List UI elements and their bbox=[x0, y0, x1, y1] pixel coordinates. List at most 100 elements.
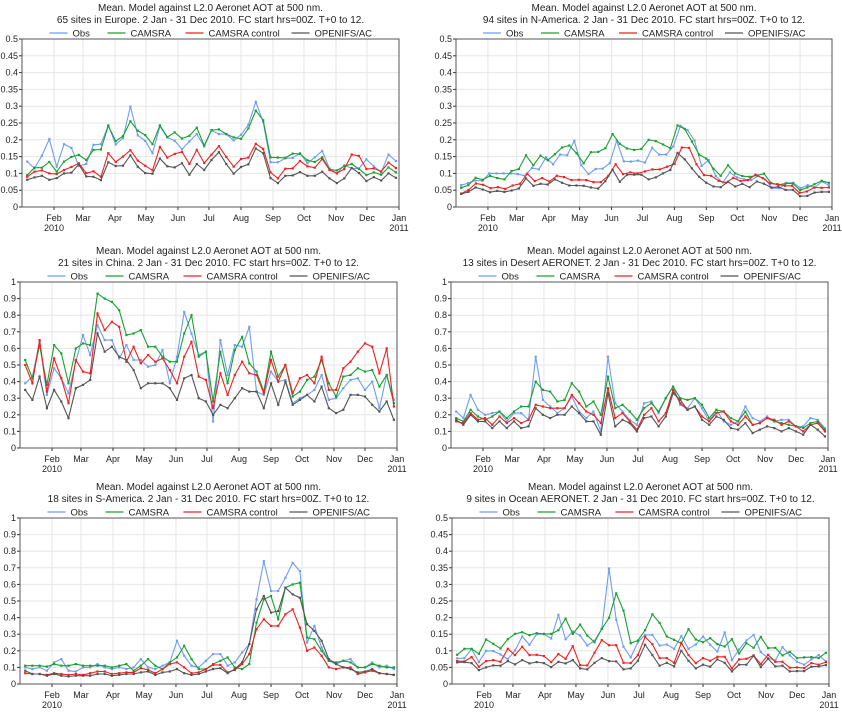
data-point bbox=[107, 161, 110, 164]
data-point bbox=[694, 667, 697, 670]
data-point bbox=[212, 668, 215, 671]
chart-panel-5: Mean. Model against L2.0 Aeronet AOT at … bbox=[3, 482, 406, 710]
data-point bbox=[96, 670, 99, 673]
data-point bbox=[521, 631, 524, 634]
series-camsra-control bbox=[24, 311, 395, 410]
y-tick-label: 0.5 bbox=[5, 34, 18, 44]
data-point bbox=[665, 635, 668, 638]
data-point bbox=[173, 166, 176, 169]
y-tick-label: 0.3 bbox=[434, 393, 447, 403]
data-point bbox=[787, 427, 790, 430]
x-tick-label: Aug bbox=[231, 690, 247, 700]
data-point bbox=[754, 173, 757, 176]
data-point bbox=[144, 172, 147, 175]
data-point bbox=[611, 133, 614, 136]
x-tick-label: Sep bbox=[698, 213, 714, 223]
data-point bbox=[541, 177, 544, 180]
data-point bbox=[799, 187, 802, 190]
data-point bbox=[276, 156, 279, 159]
x-tick-label: Dec bbox=[789, 690, 806, 700]
data-point bbox=[561, 146, 564, 149]
data-point bbox=[467, 188, 470, 191]
data-point bbox=[509, 172, 512, 175]
data-point bbox=[31, 668, 34, 671]
series-line bbox=[456, 591, 827, 659]
data-point bbox=[693, 405, 696, 408]
data-point bbox=[810, 665, 813, 668]
y-tick-label: 0.45 bbox=[0, 51, 18, 61]
data-point bbox=[103, 350, 106, 353]
legend-item-camsra-control: CAMSRA control bbox=[185, 29, 280, 40]
data-point bbox=[96, 292, 99, 295]
y-tick-label: 0.5 bbox=[3, 596, 16, 606]
data-point bbox=[455, 420, 458, 423]
data-point bbox=[55, 170, 58, 173]
data-point bbox=[168, 670, 171, 673]
data-point bbox=[144, 164, 147, 167]
data-point bbox=[53, 672, 56, 676]
data-point bbox=[40, 166, 43, 169]
data-point bbox=[313, 174, 316, 177]
legend-item-obs: Obs bbox=[47, 508, 88, 519]
data-point bbox=[530, 166, 533, 170]
data-point bbox=[118, 325, 121, 328]
data-point bbox=[313, 400, 316, 403]
data-point bbox=[121, 164, 125, 167]
data-point bbox=[284, 613, 287, 616]
data-point bbox=[722, 418, 725, 421]
data-point bbox=[67, 417, 70, 420]
data-point bbox=[484, 418, 487, 421]
data-point bbox=[676, 151, 679, 154]
data-point bbox=[103, 670, 106, 673]
x-tick-label: Sep bbox=[263, 454, 279, 464]
x-tick-label: Nov bbox=[757, 454, 774, 464]
data-point bbox=[96, 312, 99, 315]
data-point bbox=[161, 355, 164, 358]
legend-label: OPENIFS/AC bbox=[748, 29, 806, 40]
data-point bbox=[225, 133, 228, 136]
data-point bbox=[125, 360, 128, 363]
data-point bbox=[542, 632, 545, 635]
data-point bbox=[578, 390, 581, 393]
data-point bbox=[636, 641, 639, 644]
y-tick-label: 0.1 bbox=[3, 662, 16, 672]
data-point bbox=[607, 616, 611, 619]
data-point bbox=[482, 183, 485, 186]
data-point bbox=[809, 423, 812, 426]
data-point bbox=[744, 415, 747, 418]
data-point bbox=[563, 407, 566, 410]
data-point bbox=[321, 149, 324, 152]
data-point bbox=[813, 183, 816, 186]
data-point bbox=[698, 175, 701, 178]
data-point bbox=[823, 430, 826, 433]
y-tick-label: 0.5 bbox=[439, 34, 452, 44]
y-tick-label: 0.1 bbox=[434, 426, 447, 436]
data-point bbox=[60, 400, 63, 403]
data-point bbox=[636, 172, 639, 175]
y-tick-label: 0.1 bbox=[435, 646, 448, 656]
data-point bbox=[380, 173, 383, 176]
data-point bbox=[716, 655, 719, 658]
data-point bbox=[335, 169, 338, 172]
x-tick-label: May bbox=[566, 454, 584, 464]
data-point bbox=[392, 398, 395, 401]
data-point bbox=[771, 187, 774, 190]
series-obs bbox=[26, 100, 397, 175]
x-tick-label: Sep bbox=[263, 690, 279, 700]
data-point bbox=[651, 613, 654, 616]
data-point bbox=[313, 646, 316, 649]
data-point bbox=[527, 418, 530, 421]
data-point bbox=[716, 643, 719, 646]
data-point bbox=[392, 405, 395, 408]
data-point bbox=[356, 672, 359, 676]
data-point bbox=[592, 420, 595, 423]
data-point bbox=[550, 661, 553, 664]
data-point bbox=[523, 174, 526, 177]
data-point bbox=[688, 146, 691, 149]
data-point bbox=[96, 672, 99, 676]
data-point bbox=[350, 166, 353, 170]
data-point bbox=[751, 432, 754, 435]
data-point bbox=[657, 410, 660, 413]
x-tick-year: 2010 bbox=[478, 223, 498, 233]
data-point bbox=[394, 166, 397, 170]
